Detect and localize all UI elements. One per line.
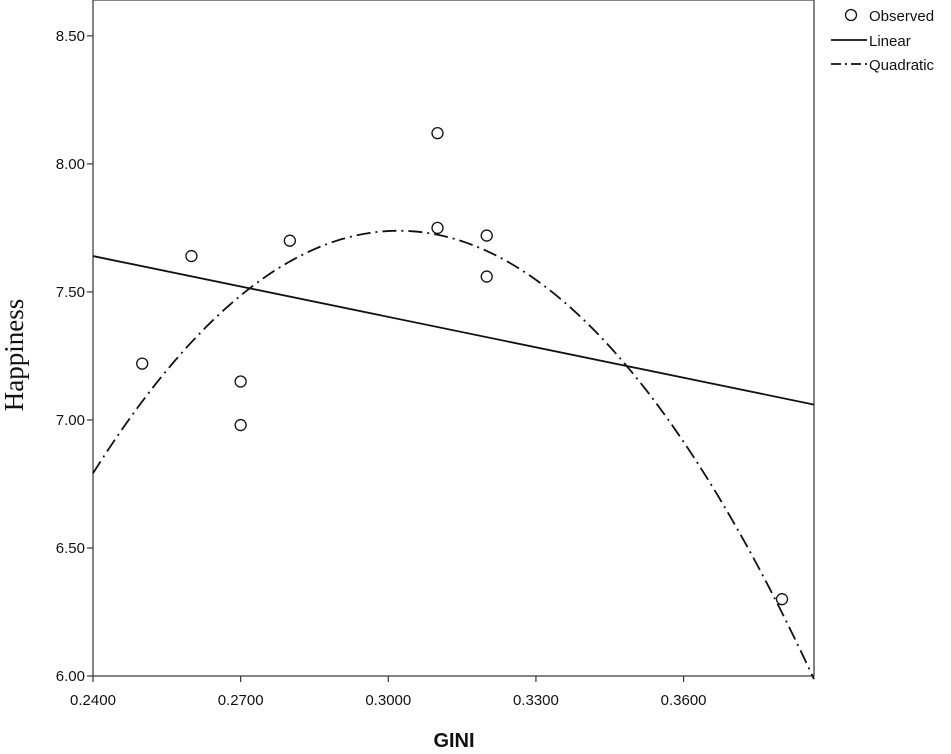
observed-point <box>480 229 493 242</box>
plot-area-frame <box>92 0 815 677</box>
legend-observed-label: Observed <box>869 8 934 25</box>
observed-point <box>283 234 297 247</box>
quadratic-fit-curve <box>92 229 815 680</box>
observed-point <box>431 221 444 235</box>
y-tick-label: 7.00 <box>56 412 85 429</box>
y-tick-label: 8.50 <box>56 28 85 45</box>
legend-quadratic-label: Quadratic <box>869 57 935 74</box>
y-tick-label: 7.50 <box>56 284 85 301</box>
linear-fit-line <box>92 255 815 406</box>
y-tick-label: 6.50 <box>56 540 85 557</box>
observed-point <box>185 249 198 263</box>
legend-observed-marker <box>844 8 858 22</box>
x-axis-label: GINI <box>433 730 474 752</box>
x-tick-label: 0.3300 <box>513 692 559 709</box>
observed-point <box>431 127 444 140</box>
observed-point <box>234 375 247 388</box>
y-tick-label: 6.00 <box>56 668 85 685</box>
observed-point <box>234 418 247 432</box>
y-tick-label: 8.00 <box>56 156 85 173</box>
observed-point <box>480 270 493 283</box>
observed-point <box>775 593 789 606</box>
legend: Observed Linear Quadratic <box>831 8 935 74</box>
observed-point <box>136 357 149 370</box>
x-tick-label: 0.3600 <box>661 692 707 709</box>
x-tick-label: 0.2400 <box>70 692 116 709</box>
x-tick-label: 0.2700 <box>218 692 264 709</box>
x-tick-label: 0.3000 <box>365 692 411 709</box>
legend-linear-label: Linear <box>869 33 911 50</box>
y-axis-label: Happiness <box>0 299 29 411</box>
